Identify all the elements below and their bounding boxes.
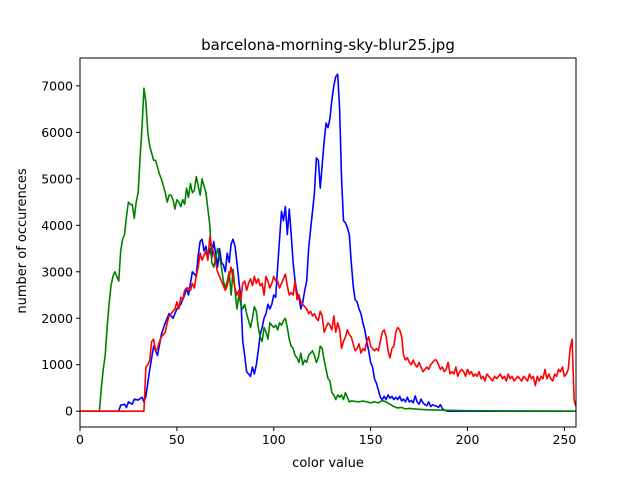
series-line-2 xyxy=(80,236,577,412)
y-tick-label: 7000 xyxy=(41,78,73,93)
plot-frame xyxy=(79,57,577,428)
series-line-0 xyxy=(80,73,576,412)
y-axis-label: number of occurences xyxy=(15,168,30,313)
x-tick-label: 0 xyxy=(76,432,84,447)
x-tick-label: 100 xyxy=(262,432,286,447)
x-tick-label: 150 xyxy=(359,432,383,447)
chart-title: barcelona-morning-sky-blur25.jpg xyxy=(201,36,455,54)
y-tick-label: 4000 xyxy=(41,218,73,233)
plot-area xyxy=(80,73,577,412)
x-tick-label: 200 xyxy=(456,432,480,447)
series-line-1 xyxy=(80,87,577,412)
y-tick-label: 6000 xyxy=(41,125,73,140)
x-tick-label: 250 xyxy=(552,432,576,447)
x-tick-label: 50 xyxy=(169,432,185,447)
y-tick-label: 1000 xyxy=(41,357,73,372)
y-tick-label: 3000 xyxy=(41,264,73,279)
axes: 0 50 100 150 200 250 0 1000 2000 3000 4000 5000 6000… xyxy=(41,57,577,447)
y-tick-label: 0 xyxy=(65,404,73,419)
x-axis-label: color value xyxy=(292,456,364,471)
y-tick-label: 5000 xyxy=(41,171,73,186)
y-tick-label: 2000 xyxy=(41,311,73,326)
